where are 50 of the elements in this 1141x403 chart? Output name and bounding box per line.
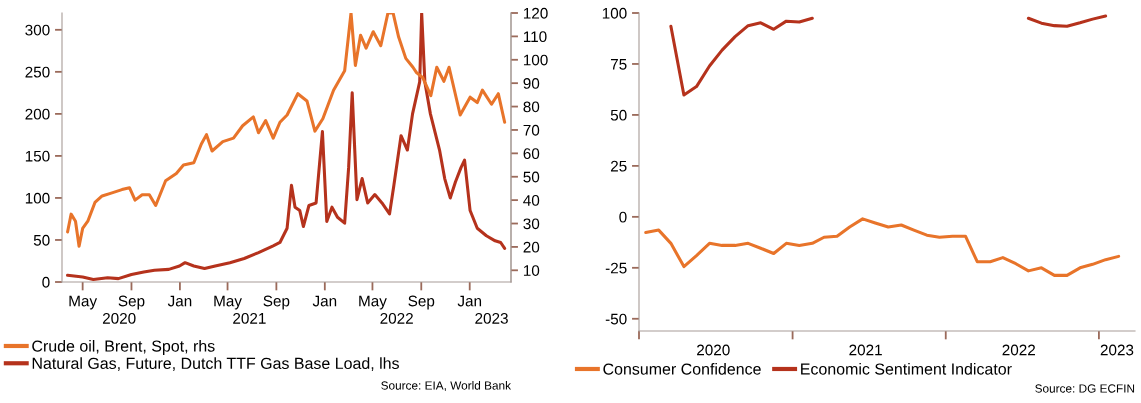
x-tick-label: May <box>359 295 387 310</box>
y2-tick-label: 10 <box>523 265 540 276</box>
legend-label: Economic Sentiment Indicator <box>801 363 1012 375</box>
x-tick-label: May <box>69 295 98 310</box>
legend-label: Crude oil, Brent, Spot, rhs <box>32 340 215 355</box>
y2-tick-label: 80 <box>523 101 540 113</box>
y2-tick-label: 40 <box>523 195 540 206</box>
x-tick-label: 2020 <box>697 344 730 356</box>
legend-label: Consumer Confidence <box>603 363 761 375</box>
x-tick-label: May <box>214 295 242 310</box>
x-tick-label: Sep <box>118 295 145 310</box>
y-tick-label: 250 <box>25 66 50 78</box>
x2-tick-label: 2021 <box>233 312 266 324</box>
x-tick-label: Sep <box>408 295 435 310</box>
y-tick-label: 150 <box>25 150 50 162</box>
line-series <box>644 217 1121 277</box>
y2-tick-label: 60 <box>523 148 540 160</box>
x-tick-label: Jan <box>312 295 337 307</box>
y2-tick-label: 70 <box>523 124 540 136</box>
x-tick-label: Jan <box>457 295 482 307</box>
y-tick-label: 25 <box>610 160 627 172</box>
source-note: Source: DG ECFIN <box>1035 384 1135 393</box>
y-tick-label: 100 <box>25 192 50 204</box>
x-tick-label: Jan <box>167 295 192 307</box>
y-tick-label: -25 <box>605 262 627 274</box>
y2-tick-label: 20 <box>523 241 540 253</box>
y2-tick-label: 110 <box>523 31 547 43</box>
y-tick-label: 0 <box>619 211 627 223</box>
x2-tick-label: 2023 <box>475 312 508 324</box>
y-tick-label: 100 <box>602 7 627 19</box>
x2-tick-label: 2020 <box>102 312 136 324</box>
x2-tick-label: 2022 <box>380 312 413 324</box>
x-tick-label: 2022 <box>1002 344 1035 356</box>
y2-tick-label: 120 <box>523 7 548 19</box>
y2-tick-label: 100 <box>523 54 548 66</box>
y-tick-label: 50 <box>33 234 50 246</box>
y-tick-label: 300 <box>25 24 50 36</box>
source-note: Source: EIA, World Bank <box>381 381 512 392</box>
y-tick-label: 75 <box>610 58 627 70</box>
y2-tick-label: 30 <box>523 218 540 230</box>
y2-tick-label: 90 <box>523 78 540 89</box>
x-tick-label: 2023 <box>1100 344 1134 356</box>
y-tick-label: 50 <box>610 109 627 121</box>
y-tick-label: 200 <box>25 108 50 120</box>
x-tick-label: 2021 <box>849 344 882 356</box>
x-tick-label: Sep <box>263 295 290 310</box>
legend-label: Natural Gas, Future, Dutch TTF Gas Base Load, lhs <box>32 357 399 371</box>
y2-tick-label: 50 <box>523 171 540 183</box>
y-tick-label: 0 <box>42 276 50 288</box>
y-tick-label: -50 <box>605 313 627 325</box>
